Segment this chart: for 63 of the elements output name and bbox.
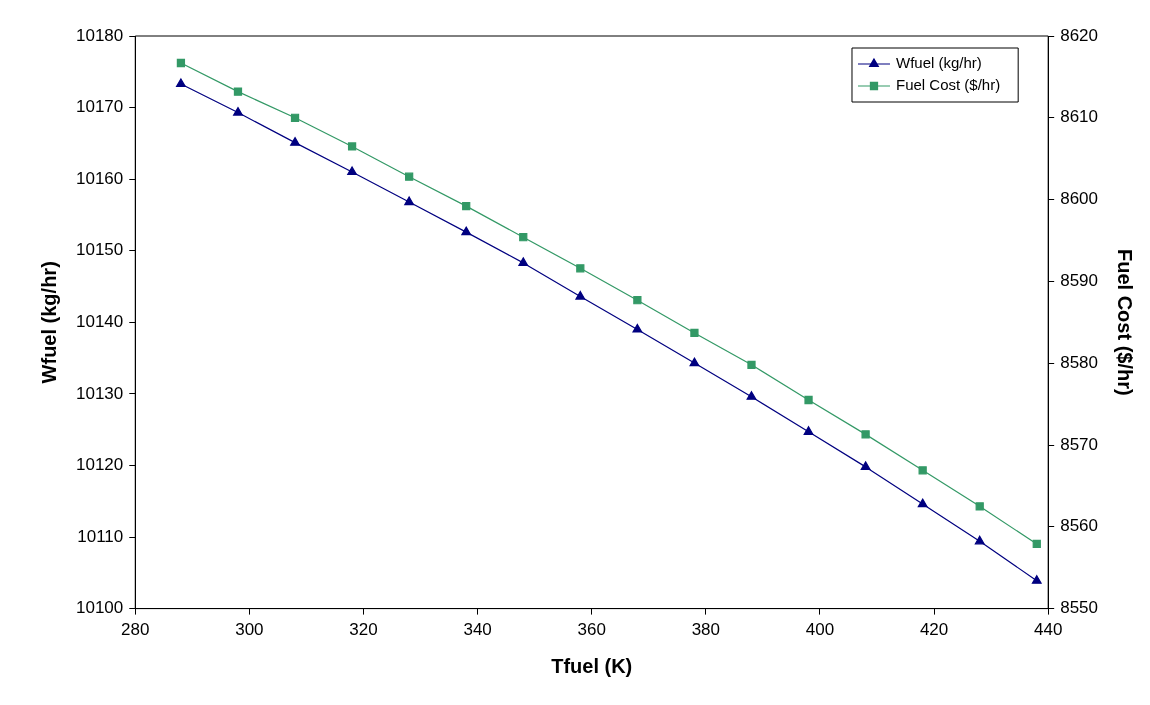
y-axis-title: Wfuel (kg/hr): [37, 261, 60, 384]
y-tick-label: 10100: [75, 598, 124, 618]
point: [176, 58, 186, 68]
point: [347, 142, 357, 151]
x-tick-label: 340: [463, 620, 492, 640]
point: [918, 466, 927, 475]
point: [1031, 575, 1042, 584]
point: [747, 360, 756, 369]
point: [803, 426, 814, 435]
x-tick-label: 420: [919, 620, 949, 640]
y2-tick-label: 8570: [1060, 434, 1099, 454]
point: [633, 296, 642, 305]
x-tick-label: 360: [577, 620, 606, 640]
point: [860, 461, 871, 470]
point: [746, 391, 757, 400]
point: [233, 87, 243, 96]
point: [974, 535, 985, 545]
y-tick-label: 10160: [75, 168, 124, 188]
y2-tick-label: 8580: [1060, 352, 1099, 372]
point: [405, 172, 414, 181]
y-tick-label: 10140: [75, 311, 124, 331]
point: [576, 264, 585, 273]
x-tick-label: 400: [805, 620, 835, 640]
point: [975, 502, 984, 511]
y-tick-label: 10180: [75, 25, 124, 45]
point: [404, 196, 415, 206]
y2-tick-label: 8560: [1060, 516, 1099, 536]
x-axis-title: Tfuel (K): [551, 654, 633, 677]
point: [632, 323, 643, 333]
y-tick-label: 10120: [75, 455, 124, 475]
x-tick-label: 440: [1033, 620, 1063, 640]
point: [804, 395, 813, 405]
point: [233, 106, 243, 116]
point: [347, 166, 358, 176]
y-tick-label: 10110: [77, 526, 124, 546]
point: [690, 328, 699, 338]
x-tick-label: 300: [235, 620, 264, 640]
y2-tick-label: 8620: [1060, 25, 1099, 45]
x-tick-label: 380: [691, 620, 721, 640]
point: [689, 357, 700, 367]
x-tick-label: 320: [349, 620, 378, 640]
y-tick-label: 10150: [75, 240, 124, 260]
y-tick-label: 10130: [75, 383, 124, 403]
x-tick-label: 280: [121, 620, 150, 640]
point: [519, 233, 528, 242]
y2-tick-label: 8590: [1060, 271, 1099, 291]
point: [290, 113, 300, 122]
point: [575, 290, 586, 300]
point: [1032, 539, 1041, 549]
y-tick-label: 10170: [75, 97, 124, 117]
point: [462, 202, 471, 211]
point: [290, 137, 300, 146]
y2-tick-label: 8610: [1060, 107, 1099, 127]
y2-axis-title: Fuel Cost ($/hr): [1114, 248, 1137, 396]
point: [917, 498, 928, 508]
point: [861, 430, 870, 439]
point: [518, 257, 529, 266]
legend-label: Fuel Cost ($/hr): [895, 76, 1001, 94]
point: [461, 226, 472, 236]
y2-tick-label: 8550: [1060, 598, 1099, 618]
point: [175, 78, 186, 88]
y2-tick-label: 8600: [1060, 189, 1099, 209]
legend-label: Wfuel (kg/hr): [895, 54, 982, 72]
